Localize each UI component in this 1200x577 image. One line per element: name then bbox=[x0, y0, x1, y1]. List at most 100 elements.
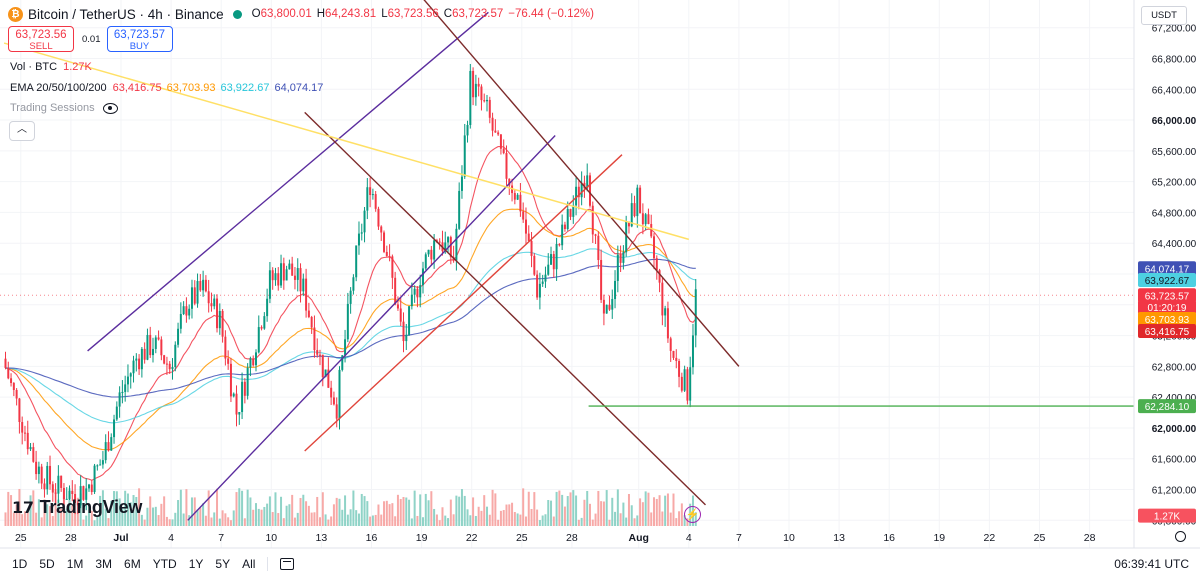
grid bbox=[0, 0, 1134, 548]
candle-body bbox=[413, 288, 416, 295]
volume-bar bbox=[686, 518, 689, 526]
volume-bar bbox=[221, 510, 224, 526]
gear-icon[interactable] bbox=[1175, 531, 1186, 542]
volume-bar bbox=[597, 490, 600, 526]
ema-legend[interactable]: EMA 20/50/100/200 63,416.75 63,703.93 63… bbox=[10, 82, 323, 94]
candle-body bbox=[633, 203, 636, 217]
volume-bars bbox=[4, 488, 697, 526]
volume-legend-name: Vol · BTC bbox=[10, 61, 58, 73]
volume-bar bbox=[394, 516, 397, 526]
lightning-icon[interactable]: ⚡ bbox=[684, 506, 701, 523]
candle-body bbox=[396, 304, 399, 309]
currency-selector[interactable]: USDT bbox=[1141, 6, 1187, 25]
volume-bar bbox=[307, 505, 310, 526]
range-6m[interactable]: 6M bbox=[124, 557, 141, 571]
volume-bar bbox=[547, 499, 550, 526]
candle-body bbox=[182, 306, 185, 314]
candle-body bbox=[285, 269, 288, 281]
time-tick-label: 28 bbox=[1084, 532, 1096, 544]
utc-clock[interactable]: 06:39:41 UTC bbox=[1114, 557, 1189, 571]
volume-bar bbox=[43, 499, 46, 526]
buy-label: BUY bbox=[129, 41, 150, 52]
range-1y[interactable]: 1Y bbox=[188, 557, 204, 571]
candle-body bbox=[366, 187, 369, 211]
volume-bar bbox=[664, 495, 667, 526]
candle-body bbox=[135, 358, 138, 361]
candle-body bbox=[163, 355, 166, 364]
range-ytd[interactable]: YTD bbox=[152, 557, 177, 571]
volume-bar bbox=[62, 496, 65, 526]
hidden-eye-icon[interactable] bbox=[102, 102, 118, 114]
volume-bar bbox=[37, 499, 40, 526]
sell-button[interactable]: 63,723.56 SELL bbox=[8, 26, 74, 52]
candle-body bbox=[639, 187, 642, 214]
range-1m[interactable]: 1M bbox=[66, 557, 84, 571]
volume-bar bbox=[369, 516, 372, 526]
time-tick-label: Jul bbox=[113, 532, 128, 544]
candle-body bbox=[669, 338, 672, 351]
volume-bar bbox=[605, 490, 608, 526]
candle-body bbox=[218, 310, 221, 329]
volume-bar bbox=[157, 515, 160, 526]
range-5d[interactable]: 5D bbox=[39, 557, 55, 571]
volume-bar bbox=[138, 488, 141, 526]
range-all[interactable]: All bbox=[242, 557, 256, 571]
volume-legend-value: 1.27K bbox=[63, 61, 92, 73]
volume-bar bbox=[40, 517, 43, 526]
volume-bar bbox=[293, 517, 296, 526]
sessions-legend-name: Trading Sessions bbox=[10, 102, 95, 114]
candle-body bbox=[636, 187, 639, 217]
volume-bar bbox=[522, 488, 525, 526]
candle-body bbox=[627, 221, 630, 227]
calendar-icon[interactable] bbox=[280, 558, 295, 570]
time-tick-label: 28 bbox=[65, 532, 77, 544]
candle-body bbox=[455, 228, 458, 261]
range-3m[interactable]: 3M bbox=[95, 557, 113, 571]
candle-body bbox=[40, 466, 43, 484]
time-tick-label: 25 bbox=[1034, 532, 1046, 544]
candle-body bbox=[488, 99, 491, 118]
time-tick-label: 4 bbox=[168, 532, 174, 544]
volume-legend[interactable]: Vol · BTC 1.27K bbox=[10, 61, 92, 73]
ema-lines bbox=[5, 146, 697, 481]
candle-body bbox=[277, 273, 280, 286]
volume-bar bbox=[46, 504, 49, 526]
range-1d[interactable]: 1D bbox=[12, 557, 28, 571]
candle-body bbox=[335, 404, 338, 419]
timeframe-divider bbox=[267, 557, 269, 571]
volume-bar bbox=[611, 497, 614, 526]
candle-body bbox=[35, 461, 38, 475]
candle-body bbox=[238, 412, 241, 415]
volume-bar bbox=[179, 489, 182, 526]
volume-bar bbox=[374, 514, 377, 526]
time-tick-label: 7 bbox=[736, 532, 742, 544]
candle-body bbox=[449, 237, 452, 258]
time-tick-label: 13 bbox=[316, 532, 328, 544]
candle-body bbox=[605, 304, 608, 314]
candle-body bbox=[538, 283, 541, 298]
volume-bar bbox=[124, 490, 127, 526]
ascending-channel-lower bbox=[187, 134, 556, 521]
range-5y[interactable]: 5Y bbox=[215, 557, 231, 571]
time-tick-label: 10 bbox=[265, 532, 277, 544]
volume-bar bbox=[408, 499, 411, 526]
price-tick-label: 62,800.00 bbox=[1152, 362, 1197, 373]
symbol-title[interactable]: Bitcoin / TetherUS · 4h · Binance bbox=[28, 6, 224, 22]
volume-bar bbox=[165, 516, 168, 526]
buy-button[interactable]: 63,723.57 BUY bbox=[106, 26, 173, 52]
candle-body bbox=[316, 350, 319, 355]
volume-bar bbox=[202, 503, 205, 526]
candle-body bbox=[594, 234, 597, 236]
volume-bar bbox=[641, 502, 644, 526]
sessions-legend[interactable]: Trading Sessions bbox=[10, 102, 118, 114]
price-tick-label: 67,200.00 bbox=[1152, 24, 1197, 35]
volume-bar bbox=[168, 519, 171, 526]
volume-bar bbox=[146, 507, 149, 526]
candle-body bbox=[121, 391, 124, 393]
candle-body bbox=[252, 358, 255, 366]
collapse-legend-button[interactable]: ︿ bbox=[9, 121, 35, 141]
symbol-header[interactable]: ₿ Bitcoin / TetherUS · 4h · Binance O 63,… bbox=[8, 4, 599, 24]
volume-bar bbox=[469, 515, 472, 526]
candle-body bbox=[157, 337, 160, 340]
